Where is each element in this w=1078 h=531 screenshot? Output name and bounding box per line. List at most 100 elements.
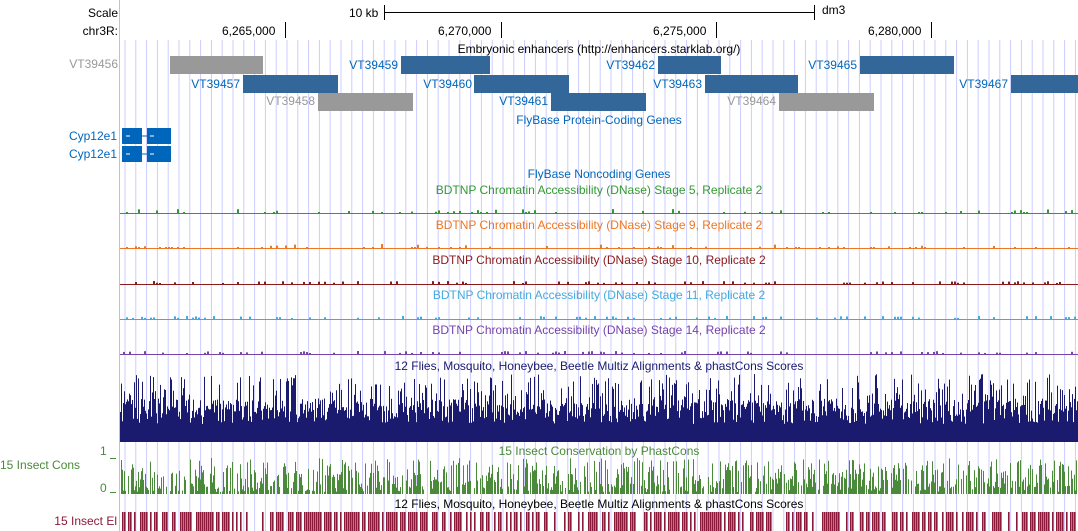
- multiz-bar: [429, 418, 430, 442]
- phastcons-bar: [238, 491, 239, 494]
- phastcons-bar: [768, 461, 769, 494]
- phastcons-bar: [956, 479, 957, 494]
- multiz-bar: [767, 401, 768, 442]
- conserved-element: [822, 512, 824, 531]
- dnase-peak: [696, 317, 698, 319]
- multiz-bar: [340, 410, 341, 442]
- dnase-peak: [654, 282, 656, 284]
- enhancer-label[interactable]: VT39456: [69, 57, 118, 71]
- phastcons-bar: [1034, 487, 1035, 494]
- phastcons-track-title[interactable]: 15 Insect Conservation by PhastCons: [498, 444, 700, 458]
- multiz-bar: [761, 384, 762, 442]
- enhancer-label[interactable]: VT39459: [349, 58, 398, 72]
- dnase-signal[interactable]: [120, 284, 1078, 285]
- dnase-track-title[interactable]: BDTNP Chromatin Accessibility (DNase) St…: [432, 323, 766, 337]
- phastcons-bar: [834, 484, 835, 494]
- dnase-peak: [537, 352, 539, 354]
- phastcons-plot[interactable]: [120, 458, 1078, 494]
- enhancers-track-title[interactable]: Embryonic enhancers (http://enhancers.st…: [457, 42, 741, 56]
- phastcons-bar: [722, 488, 723, 494]
- multiz-bar: [684, 396, 685, 442]
- dnase-peak: [555, 316, 557, 319]
- multiz-bar: [999, 389, 1000, 442]
- phastcons-bar: [997, 473, 998, 494]
- gene-label[interactable]: Cyp12e1: [68, 129, 117, 143]
- phastcons-bar: [339, 474, 340, 494]
- noncoding-track-title[interactable]: FlyBase Noncoding Genes: [527, 167, 671, 181]
- gene-model[interactable]: [120, 127, 175, 163]
- dnase-signal[interactable]: [120, 213, 1078, 214]
- gene-label[interactable]: Cyp12e1: [68, 147, 117, 161]
- enhancer-feature[interactable]: [401, 56, 490, 74]
- enhancer-feature[interactable]: [170, 56, 263, 74]
- protein-coding-track-title[interactable]: FlyBase Protein-Coding Genes: [516, 113, 682, 127]
- phastcons-bar: [1019, 486, 1020, 494]
- conserved-element: [704, 512, 706, 531]
- conserved-element: [350, 512, 352, 531]
- phastcons-bar: [791, 479, 792, 494]
- enhancer-feature[interactable]: [705, 75, 798, 93]
- enhancer-label[interactable]: VT39462: [606, 58, 655, 72]
- dnase-peak: [126, 317, 128, 319]
- enhancer-feature[interactable]: [243, 75, 338, 93]
- multiz-bar: [808, 405, 809, 442]
- conserved-element: [828, 512, 830, 531]
- dnase-track-title[interactable]: BDTNP Chromatin Accessibility (DNase) St…: [435, 183, 763, 197]
- enhancer-feature[interactable]: [779, 93, 874, 111]
- dnase-peak: [555, 212, 557, 213]
- enhancer-feature[interactable]: [318, 93, 413, 111]
- multiz-bar: [643, 416, 644, 442]
- multiz-bar: [610, 415, 611, 442]
- multiz-bar: [577, 418, 578, 442]
- multiz-bar: [676, 380, 677, 442]
- multiz-bar: [252, 400, 253, 442]
- enhancer-feature[interactable]: [551, 93, 646, 111]
- multiz-bar: [560, 406, 561, 442]
- multiz-bar: [689, 410, 690, 442]
- multiz-track-title[interactable]: 12 Flies, Mosquito, Honeybee, Beetle Mul…: [394, 359, 804, 373]
- enhancer-label[interactable]: VT39463: [653, 77, 702, 91]
- dnase-signal[interactable]: [120, 248, 1078, 249]
- dnase-peak: [333, 282, 335, 284]
- dnase-peak: [603, 352, 605, 354]
- multiz-bar: [307, 401, 308, 442]
- enhancer-feature[interactable]: [658, 56, 721, 74]
- dnase-track-title[interactable]: BDTNP Chromatin Accessibility (DNase) St…: [435, 218, 763, 232]
- elements-side-label[interactable]: 15 Insect El: [54, 514, 117, 528]
- enhancer-label[interactable]: VT39464: [727, 94, 776, 108]
- dnase-peak: [999, 352, 1001, 354]
- multiz-bar: [586, 406, 587, 442]
- multiz-bar: [278, 416, 279, 442]
- conserved-element: [346, 512, 348, 531]
- multiz-conservation-plot[interactable]: [120, 372, 1078, 442]
- conserved-element: [326, 512, 328, 531]
- elements-track-title[interactable]: 12 Flies, Mosquito, Honeybee, Beetle Mul…: [394, 497, 804, 511]
- phastcons-bar: [302, 485, 303, 494]
- enhancer-label[interactable]: VT39467: [959, 77, 1008, 91]
- enhancer-feature[interactable]: [474, 75, 569, 93]
- dnase-peak: [993, 317, 995, 319]
- multiz-bar: [1036, 421, 1037, 442]
- enhancer-label[interactable]: VT39457: [191, 77, 240, 91]
- dnase-track-title[interactable]: BDTNP Chromatin Accessibility (DNase) St…: [432, 288, 766, 302]
- dnase-signal[interactable]: [120, 319, 1078, 320]
- conserved-elements-plot[interactable]: [120, 512, 1078, 531]
- dnase-peak: [900, 351, 902, 354]
- enhancer-feature[interactable]: [860, 56, 954, 74]
- dnase-signal[interactable]: [120, 354, 1078, 355]
- multiz-bar: [1013, 383, 1014, 442]
- conserved-element: [1038, 512, 1040, 531]
- phastcons-bar: [809, 469, 810, 494]
- enhancer-label[interactable]: VT39460: [423, 77, 472, 91]
- dnase-track-title[interactable]: BDTNP Chromatin Accessibility (DNase) St…: [432, 253, 766, 267]
- enhancer-label[interactable]: VT39461: [499, 94, 548, 108]
- enhancer-label[interactable]: VT39458: [266, 94, 315, 108]
- multiz-bar: [547, 403, 548, 442]
- enhancer-label[interactable]: VT39465: [808, 58, 857, 72]
- multiz-bar: [318, 398, 319, 442]
- phastcons-side-label[interactable]: 15 Insect Cons: [0, 458, 81, 472]
- phastcons-bar: [770, 476, 771, 494]
- enhancer-feature[interactable]: [1011, 75, 1078, 93]
- phastcons-bar: [178, 490, 179, 494]
